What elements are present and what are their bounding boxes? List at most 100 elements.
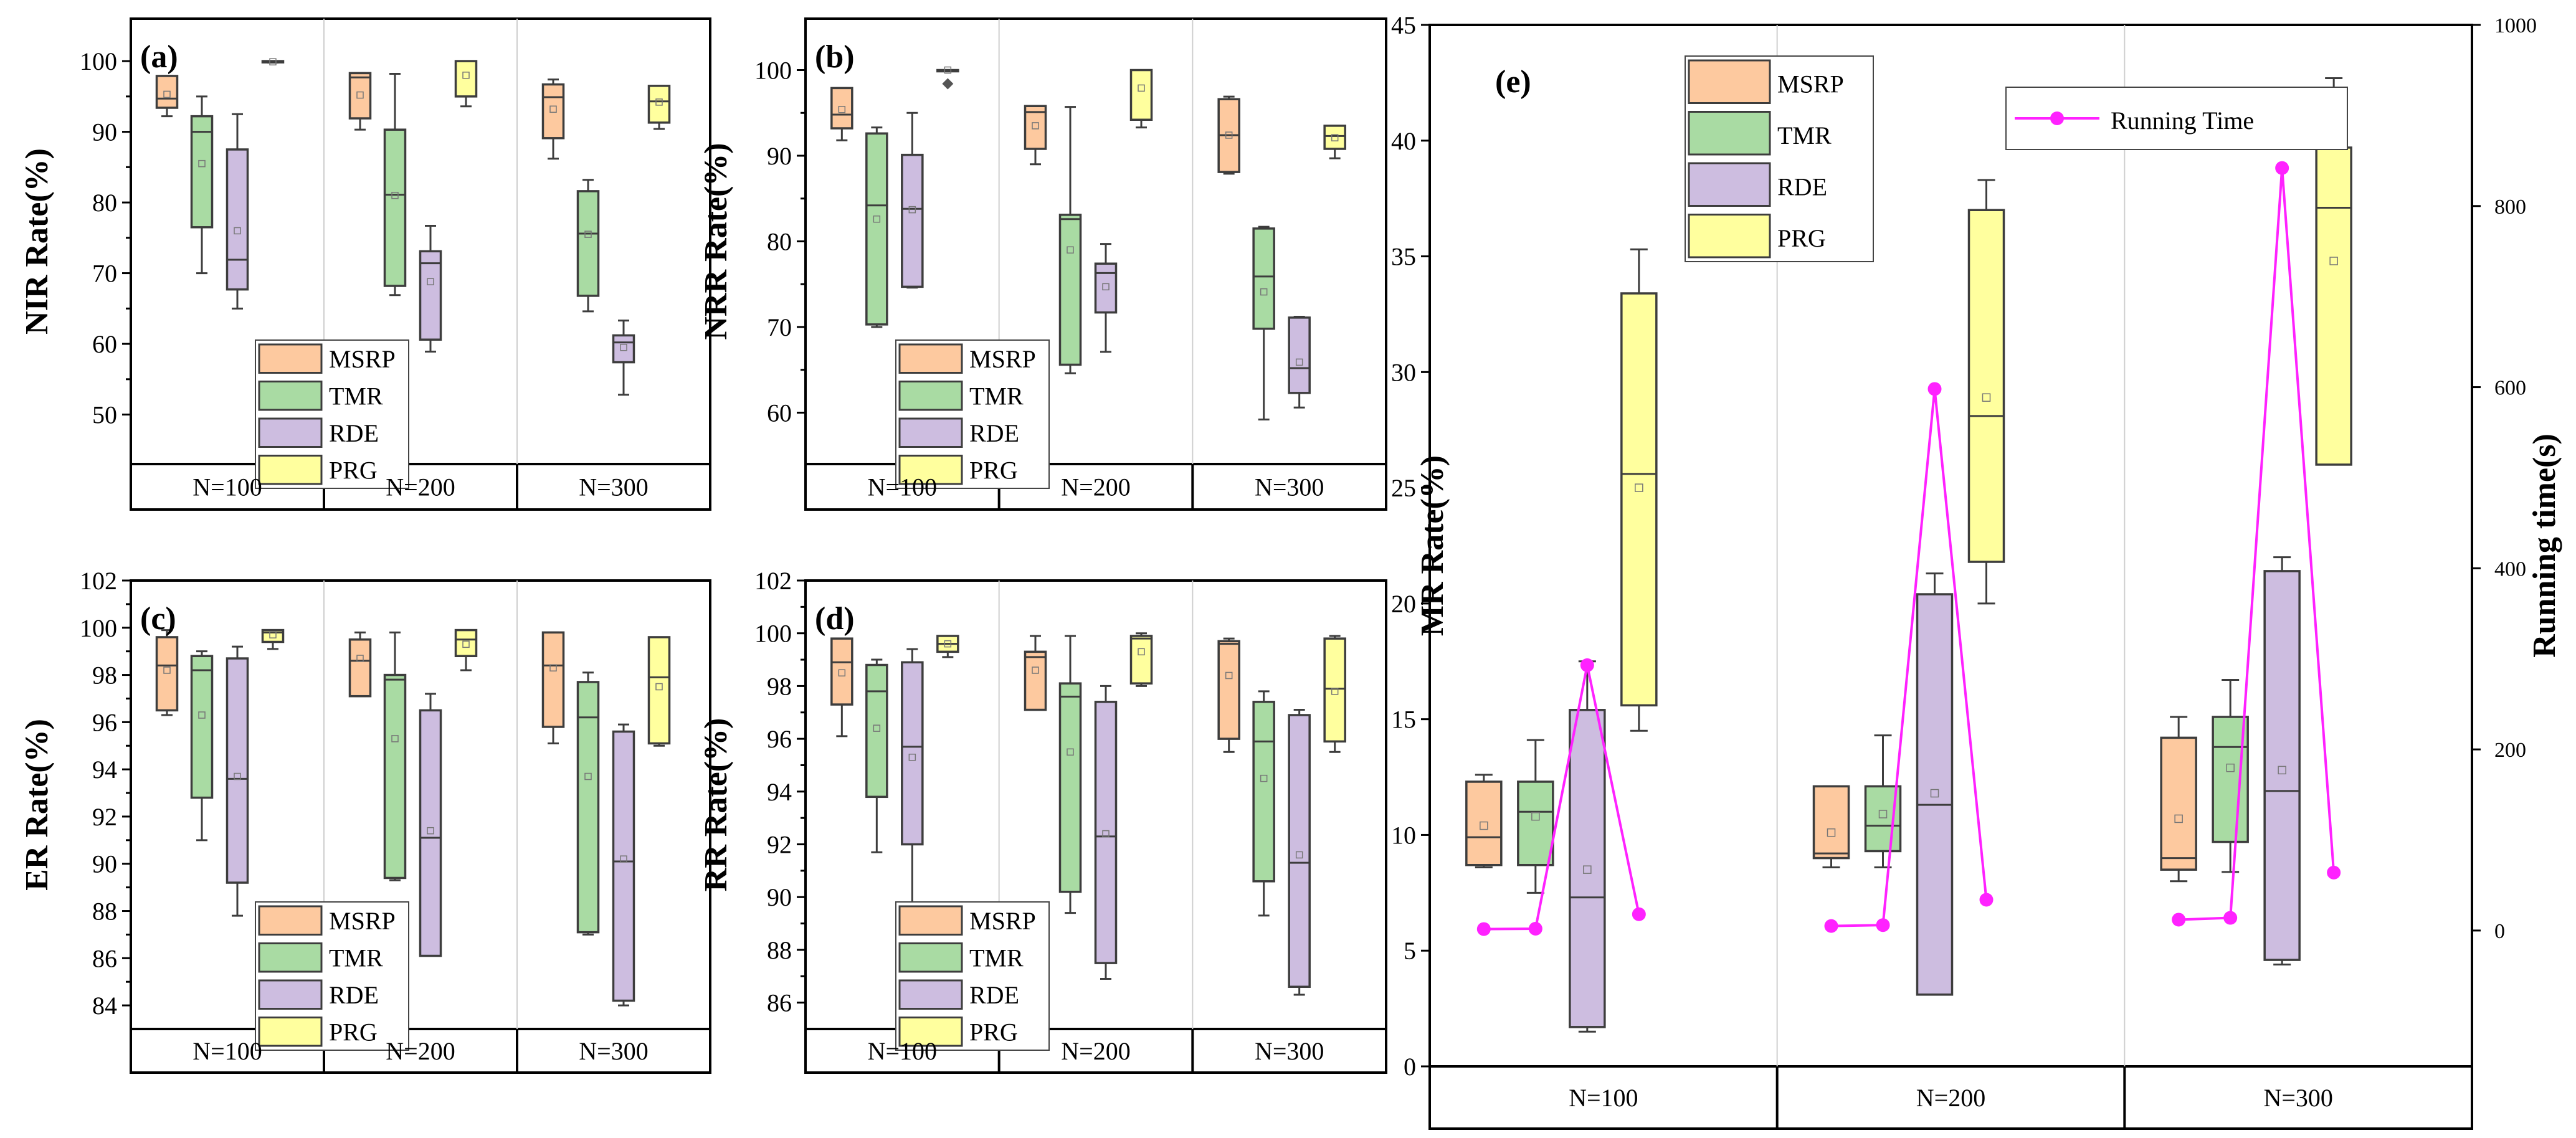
- panel-d: [797, 579, 1387, 1074]
- mean-marker: [269, 58, 277, 65]
- y-tick-label: 102: [80, 567, 117, 595]
- mean-marker: [549, 664, 557, 671]
- y-tick-label: 98: [767, 672, 792, 700]
- y-axis-title: ER Rate(%): [19, 719, 55, 891]
- y-tick-label: 30: [1391, 358, 1416, 386]
- mean-marker: [944, 66, 952, 74]
- box-msrp: [1024, 105, 1047, 150]
- y2-tick-label: 1000: [2494, 14, 2537, 37]
- running-time-point: [2275, 161, 2289, 175]
- mean-marker: [655, 683, 663, 691]
- y-tick-label: 70: [92, 260, 117, 288]
- legend-swatch-msrp: [1688, 59, 1771, 104]
- box-tmr: [576, 190, 600, 297]
- mean-marker: [2174, 814, 2183, 823]
- legend-label-prg: PRG: [1777, 224, 1826, 252]
- y-tick-label: 94: [92, 756, 117, 784]
- box-msrp: [348, 638, 372, 698]
- box-msrp: [1465, 780, 1503, 866]
- group-label: N=300: [2263, 1084, 2332, 1112]
- mean-marker: [1260, 288, 1268, 296]
- y-tick-label: 92: [92, 803, 117, 831]
- running-time-point: [2327, 865, 2341, 880]
- legend-label-tmr: TMR: [969, 944, 1024, 972]
- mean-marker: [1531, 812, 1540, 821]
- running-legend-marker: [2050, 111, 2064, 125]
- box-msrp: [830, 87, 853, 130]
- mean-marker: [2226, 763, 2235, 772]
- y-tick-label: 35: [1391, 243, 1416, 271]
- running-time-line: [1483, 665, 1640, 931]
- running-time-point: [1580, 658, 1594, 672]
- box-prg: [1129, 635, 1153, 685]
- box-msrp: [830, 637, 853, 706]
- y-axis-title: RR Rate(%): [698, 718, 734, 892]
- group-label: N=200: [386, 473, 455, 501]
- mean-marker: [584, 230, 592, 238]
- mean-marker: [584, 772, 592, 780]
- box-rde: [901, 661, 924, 846]
- box-rde: [419, 250, 442, 341]
- running-time-point: [1927, 382, 1942, 396]
- group-label: N=200: [1061, 473, 1130, 501]
- mean-marker: [908, 206, 916, 214]
- y2-tick-label: 0: [2494, 920, 2505, 943]
- legend-label-tmr: TMR: [969, 382, 1024, 410]
- legend-swatch-rde: [1688, 162, 1771, 207]
- mean-marker: [2278, 766, 2286, 775]
- running-time-point: [2172, 913, 2186, 927]
- y2-tick-label: 600: [2494, 377, 2526, 400]
- y-tick-label: 20: [1391, 590, 1416, 618]
- y-tick-label: 100: [754, 620, 792, 648]
- mean-marker: [234, 227, 241, 235]
- mean-marker: [1032, 666, 1039, 674]
- box-msrp: [541, 631, 565, 728]
- legend-swatch-prg: [898, 455, 963, 485]
- mean-marker: [391, 735, 399, 742]
- panel-e: [1421, 24, 2481, 1130]
- y2-tick-label: 400: [2494, 557, 2526, 581]
- mean-marker: [1635, 483, 1643, 492]
- box-rde: [1288, 316, 1311, 394]
- y-tick-label: 70: [767, 313, 792, 341]
- mean-marker: [620, 343, 627, 351]
- legend-label-rde: RDE: [969, 419, 1019, 447]
- legend-swatch-tmr: [898, 942, 963, 973]
- legend-swatch-msrp: [258, 343, 323, 374]
- legend-swatch-prg: [1688, 214, 1771, 258]
- box-rde: [226, 657, 249, 884]
- legend-swatch-prg: [898, 1017, 963, 1047]
- y-tick-label: 90: [767, 883, 792, 911]
- running-time-line: [1831, 389, 1988, 927]
- box-msrp: [1217, 640, 1240, 740]
- mean-marker: [655, 98, 663, 106]
- y-tick-label: 102: [754, 567, 792, 595]
- group-label: N=200: [1061, 1037, 1130, 1065]
- mean-marker: [198, 711, 206, 719]
- running-time-point: [1528, 922, 1542, 936]
- y-tick-label: 45: [1391, 11, 1416, 39]
- mean-marker: [944, 640, 952, 648]
- y-tick-label: 96: [92, 708, 117, 736]
- running-time-point: [1476, 922, 1491, 936]
- box-prg: [2315, 146, 2352, 466]
- legend-label-prg: PRG: [329, 1018, 378, 1046]
- running-time-point: [1979, 893, 1994, 907]
- y-tick-label: 0: [1404, 1053, 1416, 1081]
- box-rde: [612, 730, 635, 1002]
- y-tick-label: 100: [754, 57, 792, 85]
- panel-a: [122, 17, 711, 511]
- mean-marker: [873, 724, 881, 732]
- box-tmr: [190, 115, 214, 229]
- y-tick-label: 88: [767, 936, 792, 964]
- mean-marker: [462, 72, 470, 79]
- mean-marker: [163, 90, 171, 98]
- y-tick-label: 5: [1404, 937, 1416, 965]
- box-msrp: [2160, 736, 2197, 871]
- mean-marker: [1067, 748, 1074, 756]
- legend-swatch-tmr: [258, 942, 323, 973]
- y-tick-label: 94: [767, 778, 792, 806]
- box-rde: [1288, 714, 1311, 988]
